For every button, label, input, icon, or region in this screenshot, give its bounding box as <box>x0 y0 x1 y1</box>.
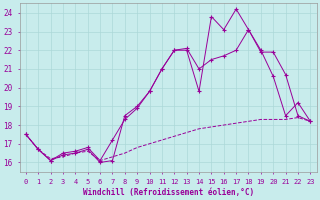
X-axis label: Windchill (Refroidissement éolien,°C): Windchill (Refroidissement éolien,°C) <box>83 188 254 197</box>
